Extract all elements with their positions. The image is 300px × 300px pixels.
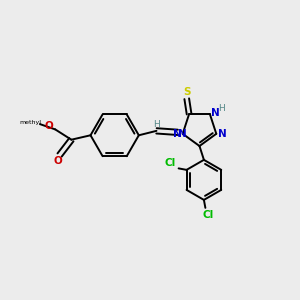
Text: Cl: Cl xyxy=(203,210,214,220)
Text: N: N xyxy=(211,108,220,118)
Text: S: S xyxy=(183,87,190,97)
Text: Cl: Cl xyxy=(165,158,176,168)
Text: H: H xyxy=(218,104,224,113)
Text: O: O xyxy=(44,121,53,131)
Text: N: N xyxy=(178,129,187,139)
Text: N: N xyxy=(173,129,182,139)
Text: H: H xyxy=(153,120,160,129)
Text: methyl: methyl xyxy=(20,120,41,125)
Text: N: N xyxy=(218,129,226,139)
Text: O: O xyxy=(54,157,62,166)
